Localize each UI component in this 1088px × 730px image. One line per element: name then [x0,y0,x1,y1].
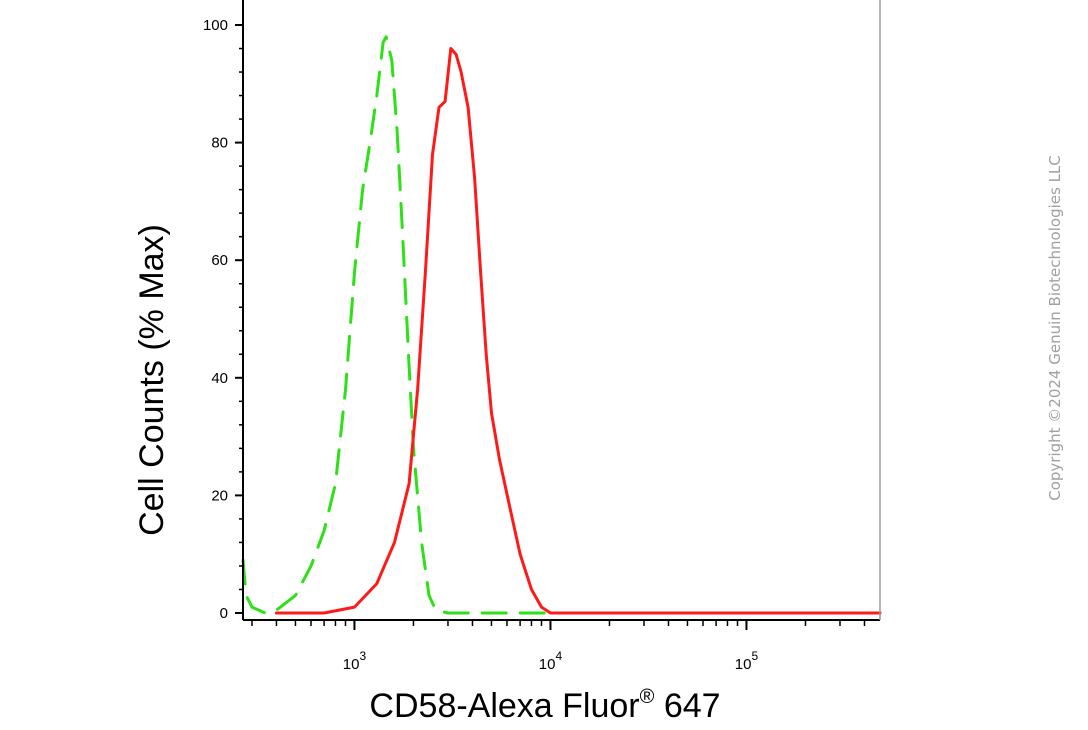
x-tick-base: 10 [539,656,556,673]
copyright-watermark: Copyright ©2024 Genuin Biotechnologies L… [1046,155,1064,501]
series-dashed-line [241,35,882,615]
series-solid-line [275,47,882,615]
x-tick-exponent: 4 [555,649,562,663]
y-tick-label: 100 [203,17,228,34]
y-tick-label: 80 [211,135,228,152]
x-axis-title: CD58-Alexa Fluor® 647 [369,686,720,725]
x-tick-label: 103 [343,649,367,673]
x-tick-label: 105 [735,649,759,673]
y-tick-label: 0 [220,605,228,622]
x-axis-title-main: CD58-Alexa Fluor [369,687,639,725]
y-tick-label: 20 [211,487,228,504]
x-tick-exponent: 3 [359,649,366,663]
x-axis-title-registered: ® [640,686,655,708]
x-tick-base: 10 [343,656,360,673]
x-tick-exponent: 5 [751,649,758,663]
x-tick-label: 104 [539,649,563,673]
x-tick-base: 10 [735,656,752,673]
x-axis-title-suffix: 647 [654,687,720,725]
y-tick-label: 40 [211,370,228,387]
series-group [241,35,882,615]
y-axis-ticks: 0 20 40 60 80 100 [203,17,243,622]
y-axis-title: Cell Counts (% Max) [133,224,171,536]
x-axis-ticks: 103 104 105 [251,620,866,673]
y-tick-label: 60 [211,252,228,269]
